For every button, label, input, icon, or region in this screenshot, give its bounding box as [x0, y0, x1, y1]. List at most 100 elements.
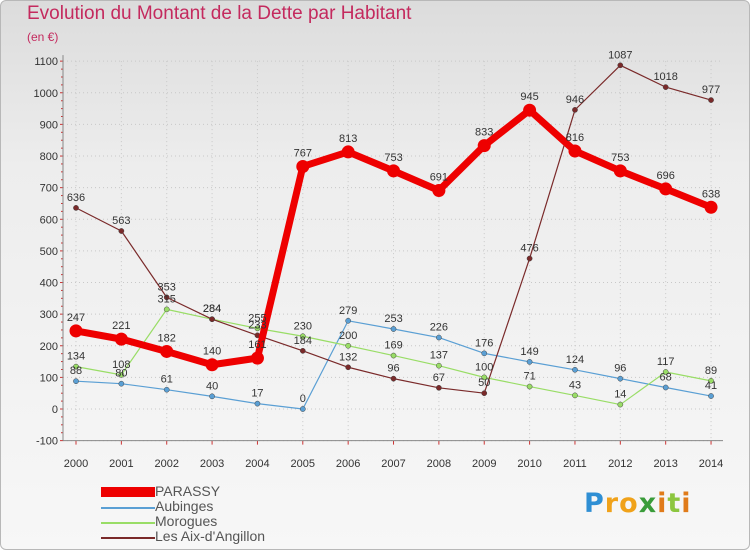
y-tick-label: 600: [40, 214, 58, 226]
data-label-les-aix-d-angillon: 284: [203, 303, 221, 315]
data-point-morogues: [526, 383, 533, 390]
data-label-morogues: 89: [705, 365, 717, 377]
data-point-morogues: [662, 369, 669, 375]
chart-subtitle: (en €): [27, 30, 59, 44]
data-label-aubinges: 61: [161, 374, 173, 386]
x-tick-label: 2006: [336, 458, 360, 470]
y-tick-label: 500: [40, 246, 58, 258]
data-point-les-aix-d-angillon: [436, 384, 442, 391]
data-label-les-aix-d-angillon: 96: [387, 363, 399, 375]
data-label-les-aix-d-angillon: 563: [112, 215, 130, 227]
data-point-parassy: [477, 139, 491, 153]
data-label-les-aix-d-angillon: 977: [702, 84, 720, 96]
chart-title: Evolution du Montant de la Dette par Hab…: [27, 3, 412, 24]
data-label-aubinges: 149: [520, 346, 538, 358]
y-tick-label: 0: [52, 404, 58, 416]
data-label-les-aix-d-angillon: 1087: [608, 49, 632, 61]
data-label-les-aix-d-angillon: 353: [158, 281, 176, 293]
data-label-aubinges: 0: [300, 393, 306, 405]
data-point-morogues: [390, 352, 397, 359]
data-label-morogues: 134: [67, 351, 85, 363]
data-label-parassy: 696: [657, 170, 675, 182]
legend-label-parassy: PARASSY: [155, 483, 221, 499]
data-point-morogues: [254, 325, 261, 332]
y-tick-label: 700: [40, 183, 58, 195]
data-point-parassy: [341, 145, 355, 159]
x-tick-label: 2011: [563, 458, 587, 470]
y-tick-label: 300: [40, 309, 58, 321]
data-label-les-aix-d-angillon: 1018: [653, 71, 677, 83]
data-point-aubinges: [209, 393, 215, 400]
data-label-parassy: 767: [294, 147, 312, 159]
data-point-aubinges: [572, 366, 578, 373]
data-point-les-aix-d-angillon: [299, 347, 306, 354]
data-point-morogues: [617, 401, 624, 408]
data-label-les-aix-d-angillon: 233: [248, 319, 266, 331]
data-label-aubinges: 41: [705, 380, 717, 392]
x-tick-label: 2000: [64, 458, 88, 470]
x-tick-label: 2008: [427, 458, 451, 470]
x-tick-label: 2009: [472, 458, 496, 470]
data-label-morogues: 255: [248, 312, 266, 324]
data-point-aubinges: [118, 380, 125, 387]
data-label-les-aix-d-angillon: 132: [339, 351, 357, 363]
data-point-parassy: [613, 164, 627, 178]
legend-item-les-aix-dangillon: Les Aix-d'Angillon: [101, 528, 361, 545]
data-point-les-aix-d-angillon: [118, 228, 125, 234]
data-point-parassy: [704, 200, 718, 214]
data-label-aubinges: 88: [70, 365, 82, 377]
legend-label-morogues: Morogues: [155, 513, 218, 529]
x-tick-label: 2010: [517, 458, 541, 470]
data-label-les-aix-d-angillon: 67: [433, 372, 445, 384]
data-label-aubinges: 68: [660, 371, 672, 383]
data-label-les-aix-d-angillon: 476: [520, 242, 538, 254]
data-point-parassy: [160, 344, 174, 358]
data-point-les-aix-d-angillon: [163, 294, 170, 301]
data-label-aubinges: 80: [115, 368, 127, 380]
data-label-parassy: 691: [430, 172, 448, 184]
data-label-les-aix-d-angillon: 636: [67, 192, 85, 204]
legend-label-aubinges: Aubinges: [155, 498, 214, 514]
legend-swatch-les-aix-dangillon: [101, 537, 155, 539]
data-label-aubinges: 279: [339, 305, 357, 317]
data-point-morogues: [572, 392, 578, 399]
x-tick-label: 2005: [291, 458, 315, 470]
data-point-aubinges: [254, 400, 261, 407]
x-tick-label: 2014: [699, 458, 723, 470]
data-point-aubinges: [390, 326, 397, 332]
data-point-parassy: [659, 182, 673, 196]
data-point-morogues: [299, 333, 306, 340]
data-label-aubinges: 226: [430, 322, 448, 334]
data-label-parassy: 140: [203, 346, 221, 358]
data-point-aubinges: [73, 378, 79, 385]
y-tick-label: 900: [40, 119, 58, 131]
x-tick-label: 2012: [608, 458, 632, 470]
data-point-morogues: [118, 372, 125, 378]
data-point-morogues: [708, 378, 714, 384]
data-label-parassy: 833: [475, 127, 493, 139]
data-label-aubinges: 253: [384, 313, 402, 325]
data-point-morogues: [73, 363, 79, 370]
data-point-les-aix-d-angillon: [481, 390, 488, 397]
data-point-les-aix-d-angillon: [73, 205, 79, 211]
data-label-parassy: 182: [158, 332, 176, 344]
data-label-morogues: 137: [430, 350, 448, 362]
x-tick-label: 2001: [109, 458, 133, 470]
data-label-parassy: 753: [384, 152, 402, 164]
data-label-parassy: 221: [112, 320, 130, 332]
data-point-parassy: [250, 351, 264, 365]
data-label-parassy: 161: [248, 339, 266, 351]
data-point-parassy: [432, 184, 446, 198]
data-label-aubinges: 17: [251, 388, 263, 400]
data-point-morogues: [345, 342, 352, 349]
data-label-morogues: 169: [384, 340, 402, 352]
x-tick-label: 2002: [154, 458, 178, 470]
y-tick-label: 200: [40, 341, 58, 353]
y-tick-label: 800: [40, 151, 58, 163]
y-tick-label: -100: [36, 436, 58, 448]
x-tick-label: 2007: [381, 458, 405, 470]
y-tick-label: 400: [40, 278, 58, 290]
data-label-parassy: 945: [520, 91, 538, 103]
